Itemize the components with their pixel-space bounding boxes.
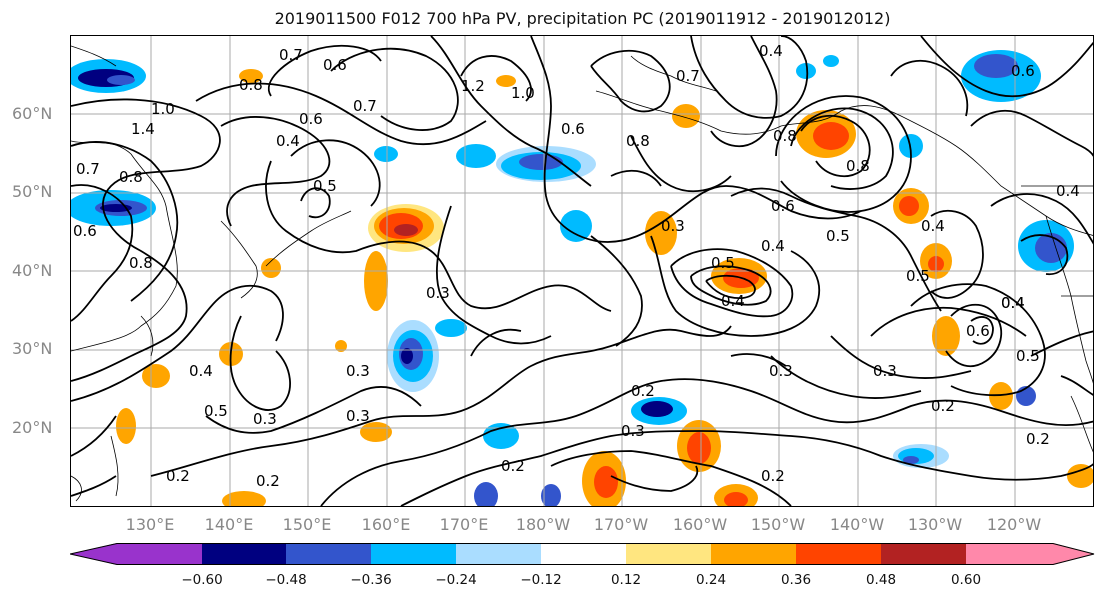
colorbar-segment [371, 543, 457, 565]
colorbar-segment [711, 543, 797, 565]
colorbar-tick-label: −0.24 [435, 572, 477, 588]
contour-label: 0.2 [166, 467, 190, 485]
map-title: 2019011500 F012 700 hPa PV, precipitatio… [274, 9, 891, 28]
lon-label-160w: 160°W [672, 515, 728, 534]
contour-label: 0.2 [501, 457, 525, 475]
contour-label: 0.5 [313, 177, 337, 195]
contour-label: 0.8 [846, 157, 870, 175]
contour-label: 0.8 [773, 127, 797, 145]
lat-label-20n: 20°N [12, 418, 53, 437]
contour-label: 0.7 [676, 67, 700, 85]
contour-label: 0.7 [76, 160, 100, 178]
contour-label: 0.4 [1056, 182, 1080, 200]
contour-label: 1.0 [151, 100, 175, 118]
colorbar-tick-label: −0.60 [181, 572, 223, 588]
contour-label: 0.6 [966, 322, 990, 340]
colorbar-tick-label: 0.36 [780, 572, 812, 588]
coastlines [71, 45, 1093, 502]
colorbar-segment [541, 543, 627, 565]
contour-label: 0.4 [721, 292, 745, 310]
lon-label-130e: 130°E [125, 515, 175, 534]
contour-label: 0.6 [323, 56, 347, 74]
lon-label-150e: 150°E [282, 515, 332, 534]
colorbar-tick-label: 0.24 [695, 572, 727, 588]
contour-label: 0.8 [129, 254, 153, 272]
map-panel: 0.7 0.6 0.8 1.0 1.4 0.7 0.6 0.4 0.8 0.7 … [70, 35, 1094, 507]
contour-label: 0.5 [906, 267, 930, 285]
contour-label: 0.5 [826, 227, 850, 245]
colorbar-segment [456, 543, 542, 565]
contour-label: 0.3 [346, 407, 370, 425]
map-plot: 0.7 0.6 0.8 1.0 1.4 0.7 0.6 0.4 0.8 0.7 … [71, 36, 1093, 506]
lat-label-50n: 50°N [12, 182, 53, 201]
colorbar-segment [70, 543, 202, 565]
colorbar-tick-label: −0.48 [265, 572, 307, 588]
contour-label: 0.7 [353, 97, 377, 115]
contour-label: 0.3 [621, 422, 645, 440]
contour-label: 0.4 [761, 237, 785, 255]
colorbar-segment [626, 543, 712, 565]
contour-label: 0.7 [279, 46, 303, 64]
contour-label: 0.6 [299, 110, 323, 128]
lon-label-140e: 140°E [204, 515, 254, 534]
contour-label: 0.4 [189, 362, 213, 380]
colorbar-tick-label: 0.48 [865, 572, 897, 588]
contour-label: 0.6 [1011, 62, 1035, 80]
contour-label: 0.2 [1026, 430, 1050, 448]
lon-label-150w: 150°W [750, 515, 806, 534]
contour-label: 0.3 [769, 362, 793, 380]
contour-label: 0.5 [204, 402, 228, 420]
colorbar-tick-label: −0.12 [520, 572, 562, 588]
contour-label: 0.6 [561, 120, 585, 138]
colorbar [70, 543, 1095, 565]
contour-label: 0.2 [931, 397, 955, 415]
contour-label: 0.4 [759, 42, 783, 60]
colorbar-segment [286, 543, 372, 565]
contour-label: 1.4 [131, 120, 155, 138]
contour-label: 0.3 [661, 217, 685, 235]
contour-label: 0.3 [426, 284, 450, 302]
contour-label: 0.5 [1016, 347, 1040, 365]
colorbar-tick-label: 0.12 [610, 572, 642, 588]
lat-label-40n: 40°N [12, 261, 53, 280]
contour-label: 0.6 [73, 222, 97, 240]
contour-label: 0.4 [1001, 294, 1025, 312]
lon-label-140w: 140°W [829, 515, 885, 534]
contour-label: 0.4 [1001, 294, 1025, 312]
contour-label: 0.8 [119, 168, 143, 186]
contour-label: 1.0 [511, 84, 535, 102]
contour-label: 0.4 [276, 132, 300, 150]
lon-label-120w: 120°W [986, 515, 1042, 534]
contour-label: 0.2 [256, 472, 280, 490]
contour-label: 0.2 [761, 467, 785, 485]
colorbar-segment [966, 543, 1094, 565]
colorbar-segment [202, 543, 287, 565]
colorbar-tick-label: 0.60 [950, 572, 982, 588]
contour-label: 0.3 [873, 362, 897, 380]
colorbar-segment [796, 543, 882, 565]
contour-label: 0.3 [253, 410, 277, 428]
colorbar-segment [881, 543, 967, 565]
contour-label: 0.5 [711, 254, 735, 272]
lon-label-130w: 130°W [907, 515, 963, 534]
contour-label: 1.2 [461, 77, 485, 95]
contour-label: 0.8 [626, 132, 650, 150]
pv-contours [71, 36, 1093, 506]
lon-label-180w: 180°W [515, 515, 571, 534]
colorbar-tick-label: −0.36 [350, 572, 392, 588]
precip-shading [71, 50, 1093, 506]
lat-label-30n: 30°N [12, 339, 53, 358]
colorbar-outline [70, 543, 1095, 565]
graticule [71, 36, 1093, 506]
lon-label-170e: 170°E [439, 515, 489, 534]
contour-label: 0.2 [631, 382, 655, 400]
lon-label-170w: 170°W [593, 515, 649, 534]
contour-label: 0.6 [771, 197, 795, 215]
contour-label: 0.8 [239, 76, 263, 94]
contour-labels: 0.7 0.6 0.8 1.0 1.4 0.7 0.6 0.4 0.8 0.7 … [73, 42, 1080, 490]
contour-label: 0.3 [346, 362, 370, 380]
lat-label-60n: 60°N [12, 104, 53, 123]
lon-label-160e: 160°E [361, 515, 411, 534]
contour-label: 0.4 [921, 217, 945, 235]
